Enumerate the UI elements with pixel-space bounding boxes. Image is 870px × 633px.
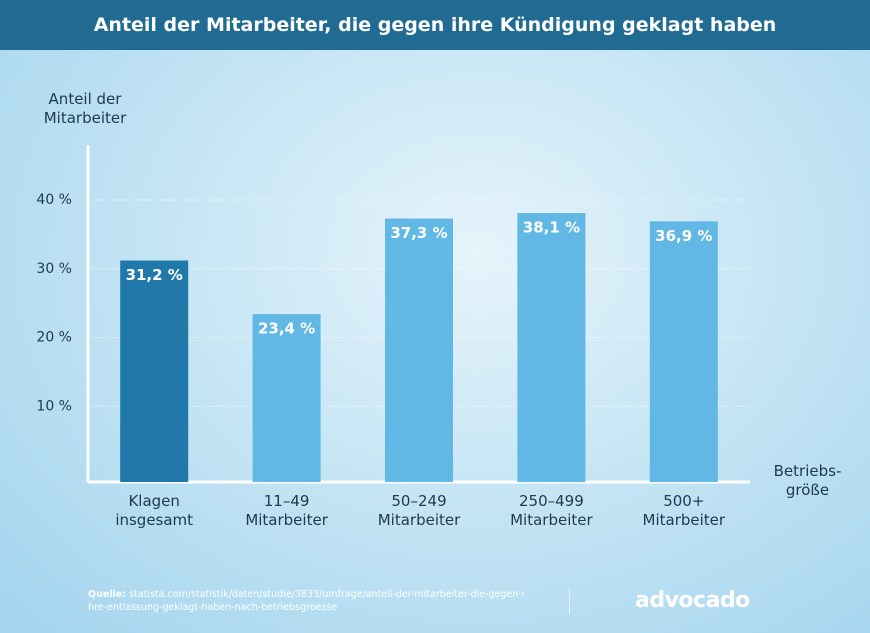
y-axis-label: Anteil der Mitarbeiter (43, 90, 127, 127)
x-tick-label: 250–499 Mitarbeiter (510, 492, 593, 529)
y-tick-label: 40 % (36, 192, 72, 208)
x-tick-label: 11–49 Mitarbeiter (245, 492, 328, 529)
source-label: Quelle: (88, 589, 127, 600)
y-tick-label: 20 % (36, 330, 72, 346)
x-tick-label: 50–249 Mitarbeiter (377, 492, 461, 529)
source: Quelle: statista.com/statistik/daten/stu… (88, 588, 528, 614)
value-label: 38,1 % (523, 219, 580, 237)
x-tick-label: Klagen insgesamt (115, 492, 194, 529)
x-tick-label: 500+ Mitarbeiter (642, 492, 726, 529)
bar (385, 218, 453, 482)
bar (120, 260, 189, 482)
value-label: 37,3 % (390, 224, 447, 242)
y-tick-label: 30 % (36, 261, 72, 277)
bar (649, 221, 718, 482)
bar (252, 314, 321, 482)
chart-title: Anteil der Mitarbeiter, die gegen ihre K… (0, 0, 870, 50)
x-axis-label: Betriebs- größe (773, 462, 842, 499)
source-text: statista.com/statistik/daten/studie/3833… (88, 589, 525, 613)
value-label: 31,2 % (126, 266, 183, 284)
bar (517, 213, 586, 482)
y-tick-label: 10 % (36, 398, 72, 414)
value-label: 36,9 % (655, 227, 712, 245)
value-label: 23,4 % (258, 320, 315, 338)
logo: advocado (635, 588, 750, 613)
separator (569, 588, 570, 614)
